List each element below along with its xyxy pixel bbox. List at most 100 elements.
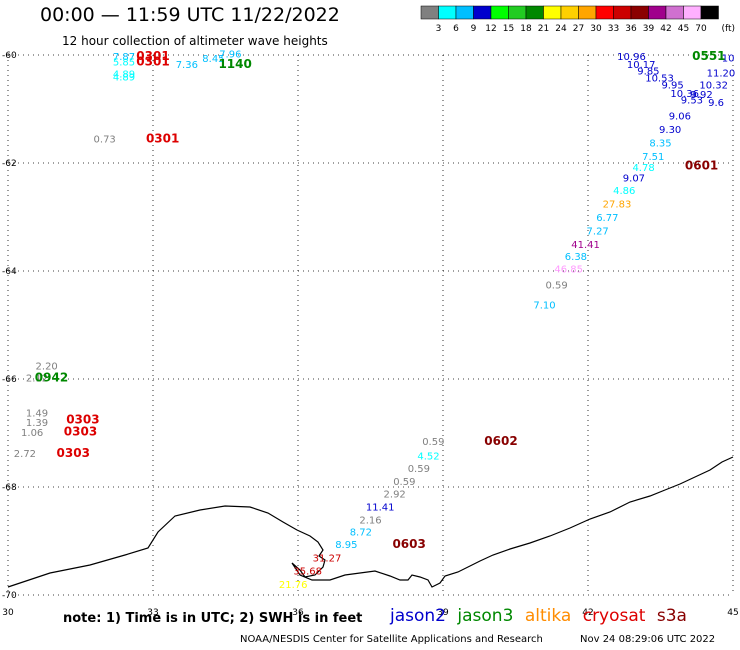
colorbar: 3 6 9 12 15 18 21 24 27 30 33 36 39 42 45 70 (ft) [420, 5, 736, 34]
wave-height-label: 35.68 [293, 567, 322, 578]
wave-height-label: 9.07 [623, 174, 645, 185]
satellite-legend: jason2 jason3 altika cryosat s3a [390, 606, 687, 626]
y-tick-label: -68 [2, 483, 17, 493]
x-tick-label: 39 [437, 608, 449, 618]
colorbar-swatch [543, 5, 562, 20]
legend-s3a: s3a [656, 606, 687, 626]
wave-height-label: 6.38 [565, 252, 587, 263]
pass-time-label: 0303 [57, 446, 90, 460]
y-tick-label: -66 [2, 375, 17, 385]
y-tick-label: -70 [2, 591, 17, 601]
legend-cryosat: cryosat [582, 606, 646, 626]
colorbar-tick-label: 15 [503, 24, 514, 34]
pass-time-label: 0303 [64, 424, 97, 438]
wave-height-label: 0.73 [94, 135, 116, 146]
wave-height-label: 8.35 [649, 138, 671, 149]
colorbar-tick-label: 30 [590, 24, 602, 34]
wave-height-label: 1.06 [21, 428, 43, 439]
colorbar-tick-label: 39 [643, 24, 655, 34]
wave-height-label: 21.76 [279, 580, 308, 591]
wave-height-label: 9.95 [661, 81, 683, 92]
wave-height-label: 2.72 [14, 449, 36, 460]
colorbar-swatch [648, 5, 667, 20]
colorbar-swatch [473, 5, 492, 20]
colorbar-tick-label: 45 [678, 24, 689, 34]
colorbar-swatch [578, 5, 597, 20]
colorbar-tick-label: 12 [485, 24, 496, 34]
colorbar-tick-label: 21 [538, 24, 549, 34]
wave-height-label: 11.41 [366, 502, 395, 513]
wave-height-label: 46.85 [554, 264, 583, 275]
wave-height-label: 10.96 [617, 52, 646, 63]
y-tick-label: -62 [2, 159, 17, 169]
colorbar-tick-label: 3 [436, 24, 442, 34]
pass-time-label: 0602 [484, 434, 517, 448]
wave-height-label: 2.92 [384, 489, 406, 500]
colorbar-swatch [595, 5, 614, 20]
wave-height-label: 7.51 [642, 152, 664, 163]
wave-height-label: 5.85 [113, 57, 135, 68]
colorbar-tick-label: 6 [453, 24, 459, 34]
wave-height-label: 8.95 [335, 540, 357, 551]
wave-height-label: 4.89 [113, 69, 135, 80]
wave-height-label: 0.59 [422, 437, 444, 448]
grid [7, 54, 734, 596]
coastline [7, 456, 734, 588]
wave-height-label: 9.06 [669, 111, 691, 122]
pass-time-label: 1140 [218, 57, 251, 71]
wave-height-label: 31.27 [313, 554, 342, 565]
footer-timestamp: Nov 24 08:29:06 UTC 2022 [580, 634, 716, 645]
x-tick-label: 33 [147, 608, 158, 618]
wave-height-label: 2.20 [36, 362, 58, 373]
wave-height-label: 9.85 [637, 67, 659, 78]
wave-height-label: 8.72 [350, 527, 372, 538]
wave-height-label: 0.59 [545, 281, 567, 292]
wave-height-label: 9.6 [708, 98, 724, 109]
wave-height-label: 9.53 [681, 95, 703, 106]
wave-height-label: 2.12 [26, 373, 48, 384]
wave-height-label: 1.39 [26, 418, 48, 429]
wave-height-label: 10 [722, 54, 735, 65]
colorbar-tick-label: 24 [555, 24, 567, 34]
colorbar-swatch [683, 5, 702, 20]
wave-height-label: 7.96 [219, 49, 241, 60]
y-tick-label: -64 [2, 267, 17, 277]
pass-time-label: 0601 [685, 159, 718, 173]
colorbar-tick-label: 18 [520, 24, 532, 34]
pass-time-label: 0301 [136, 54, 169, 68]
x-tick-label: 42 [582, 608, 593, 618]
wave-height-label: 0.59 [408, 464, 430, 475]
wave-height-label: 9.92 [690, 90, 712, 101]
pass-time-label: 0301 [136, 49, 169, 63]
colorbar-tick-label: 33 [608, 24, 619, 34]
colorbar-tick-label: 36 [625, 24, 637, 34]
colorbar-swatch [560, 5, 579, 20]
wave-height-label: 7.10 [533, 300, 555, 311]
wave-height-label: 27.83 [603, 200, 632, 211]
x-tick-label: 30 [2, 608, 14, 618]
wave-height-label: 4.86 [613, 186, 635, 197]
wave-height-label: 10.32 [699, 81, 728, 92]
colorbar-swatch [455, 5, 474, 20]
axes: 30 33 36 39 42 45 -60 -62 -64 -66 -68 -70 [2, 51, 739, 618]
colorbar-swatch [525, 5, 544, 20]
wave-height-label: 4.89 [113, 73, 135, 84]
pass-time-label: 0942 [35, 370, 68, 384]
colorbar-swatch [420, 5, 439, 20]
footer-note: note: 1) Time is in UTC; 2) SWH is in fe… [63, 611, 363, 626]
wave-height-label: 7.87 [113, 52, 135, 63]
wave-height-label: 7.36 [176, 60, 198, 71]
wave-height-label: 8.45 [202, 54, 224, 65]
wave-height-label: 10.53 [645, 74, 674, 85]
y-tick-label: -60 [2, 51, 17, 61]
x-tick-label: 45 [727, 608, 738, 618]
wave-height-label: 10.36 [670, 89, 699, 100]
footer-credit: NOAA/NESDIS Center for Satellite Applica… [240, 634, 543, 645]
colorbar-swatch [438, 5, 457, 20]
colorbar-tick-label: 27 [573, 24, 584, 34]
wave-height-label: 4.78 [632, 163, 654, 174]
colorbar-unit: (ft) [722, 24, 736, 34]
